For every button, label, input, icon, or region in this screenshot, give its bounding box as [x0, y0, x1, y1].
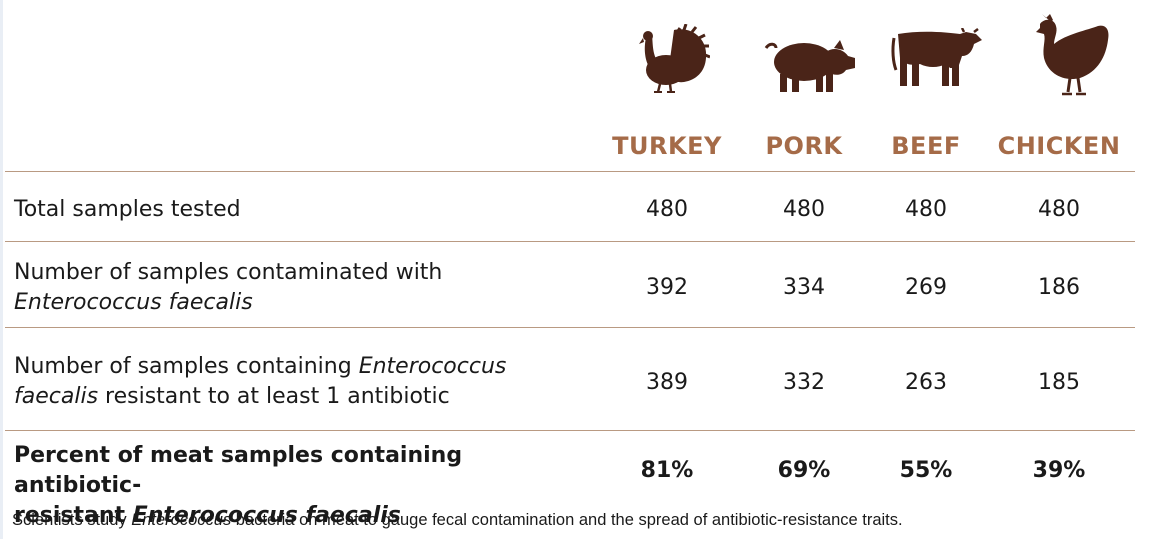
row-label-italic: faecalis [14, 384, 99, 409]
animal-icons [0, 0, 1159, 110]
row-label-percent: Percent of meat samples containing antib… [14, 441, 574, 531]
row-label-text: Number of samples contaminated with [14, 260, 443, 285]
row-label-total-samples: Total samples tested [14, 195, 574, 225]
pig-icon [764, 38, 858, 94]
divider [5, 327, 1135, 328]
cow-icon [890, 28, 984, 90]
table-cell-percent: 55% [899, 458, 953, 483]
table-cell: 389 [646, 370, 688, 395]
divider [5, 241, 1135, 242]
row-label-text: resistant to at least 1 antibiotic [105, 384, 450, 409]
chicken-icon [1030, 12, 1112, 100]
table-cell-percent: 81% [640, 458, 694, 483]
row-label-text: resistant [14, 503, 126, 528]
table-cell: 480 [905, 197, 947, 222]
column-header-turkey: TURKEY [612, 132, 722, 160]
turkey-icon [636, 24, 710, 96]
row-label-resistant-count: Number of samples containing Enterococcu… [14, 352, 574, 412]
row-label-text: Percent of meat samples containing antib… [14, 443, 463, 498]
table-cell: 334 [783, 275, 825, 300]
table-cell: 480 [783, 197, 825, 222]
table-cell: 480 [646, 197, 688, 222]
row-label-text: Number of samples containing [14, 354, 352, 379]
table-cell: 392 [646, 275, 688, 300]
column-header-chicken: CHICKEN [997, 132, 1121, 160]
table-cell: 480 [1038, 197, 1080, 222]
table-cell: 186 [1038, 275, 1080, 300]
table-cell: 332 [783, 370, 825, 395]
divider [5, 171, 1135, 172]
table-cell: 185 [1038, 370, 1080, 395]
table-cell: 269 [905, 275, 947, 300]
row-label-contaminated: Number of samples contaminated with Ente… [14, 258, 574, 318]
row-label-italic: Enterococcus faecalis [132, 503, 401, 528]
row-label-text: Total samples tested [14, 197, 241, 222]
table-cell: 263 [905, 370, 947, 395]
footnote-text: bacteria on meat to gauge fecal contamin… [235, 511, 903, 529]
footnote: Scientists study Enterococcus bacteria o… [12, 511, 903, 530]
table-cell-percent: 39% [1032, 458, 1086, 483]
left-border [0, 0, 3, 539]
column-header-beef: BEEF [891, 132, 961, 160]
footnote-italic: Enterococcus [131, 511, 232, 529]
footnote-text: Scientists study [12, 511, 127, 529]
column-header-pork: PORK [765, 132, 843, 160]
row-label-italic: Enterococcus faecalis [14, 290, 253, 315]
divider [5, 430, 1135, 431]
table-cell-percent: 69% [777, 458, 831, 483]
row-label-italic: Enterococcus [358, 354, 507, 379]
